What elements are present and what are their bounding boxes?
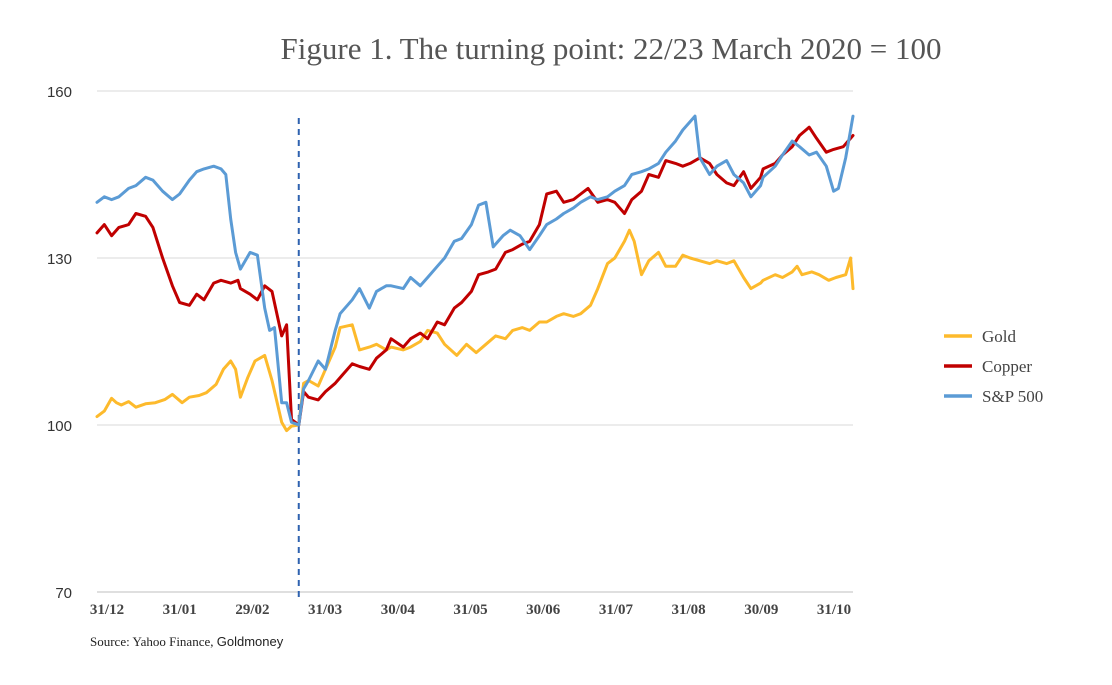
chart-title: Figure 1. The turning point: 22/23 March… bbox=[281, 31, 942, 66]
series-line-copper bbox=[95, 125, 855, 427]
x-tick-label: 31/10 bbox=[817, 602, 851, 618]
series-line-s-p-500 bbox=[95, 114, 855, 427]
y-tick-label: 130 bbox=[47, 251, 72, 268]
x-tick-label: 29/02 bbox=[235, 602, 269, 618]
y-tick-label: 160 bbox=[47, 84, 72, 101]
source-goldmoney: Goldmoney bbox=[216, 634, 284, 649]
legend: Gold Copper S&P 500 bbox=[944, 327, 1043, 406]
x-tick-label: 30/09 bbox=[744, 602, 778, 618]
series-layer bbox=[95, 114, 855, 433]
x-tick-label: 31/03 bbox=[308, 602, 342, 618]
x-tick-label: 31/08 bbox=[672, 602, 706, 618]
y-tick-label: 100 bbox=[47, 418, 72, 435]
legend-label: Gold bbox=[982, 327, 1017, 346]
legend-label: S&P 500 bbox=[982, 387, 1043, 406]
x-tick-label: 31/05 bbox=[453, 602, 487, 618]
x-tick-label: 30/04 bbox=[381, 602, 416, 618]
source-note: Source: Yahoo Finance, Goldmoney bbox=[90, 634, 283, 650]
x-tick-label: 31/01 bbox=[163, 602, 197, 618]
series-line-gold bbox=[95, 228, 855, 433]
x-axis: 31/12 31/01 29/02 31/03 30/04 31/05 30/06 31/07… bbox=[90, 602, 851, 618]
y-tick-label: 70 bbox=[55, 585, 72, 602]
x-tick-label: 31/12 bbox=[90, 602, 124, 618]
legend-label: Copper bbox=[982, 357, 1032, 376]
grid-lines bbox=[97, 90, 853, 593]
x-tick-label: 30/06 bbox=[526, 602, 561, 618]
source-text: Source: Yahoo Finance, bbox=[90, 634, 217, 649]
x-tick-label: 31/07 bbox=[599, 602, 634, 618]
y-axis: 70 100 130 160 bbox=[47, 84, 72, 602]
